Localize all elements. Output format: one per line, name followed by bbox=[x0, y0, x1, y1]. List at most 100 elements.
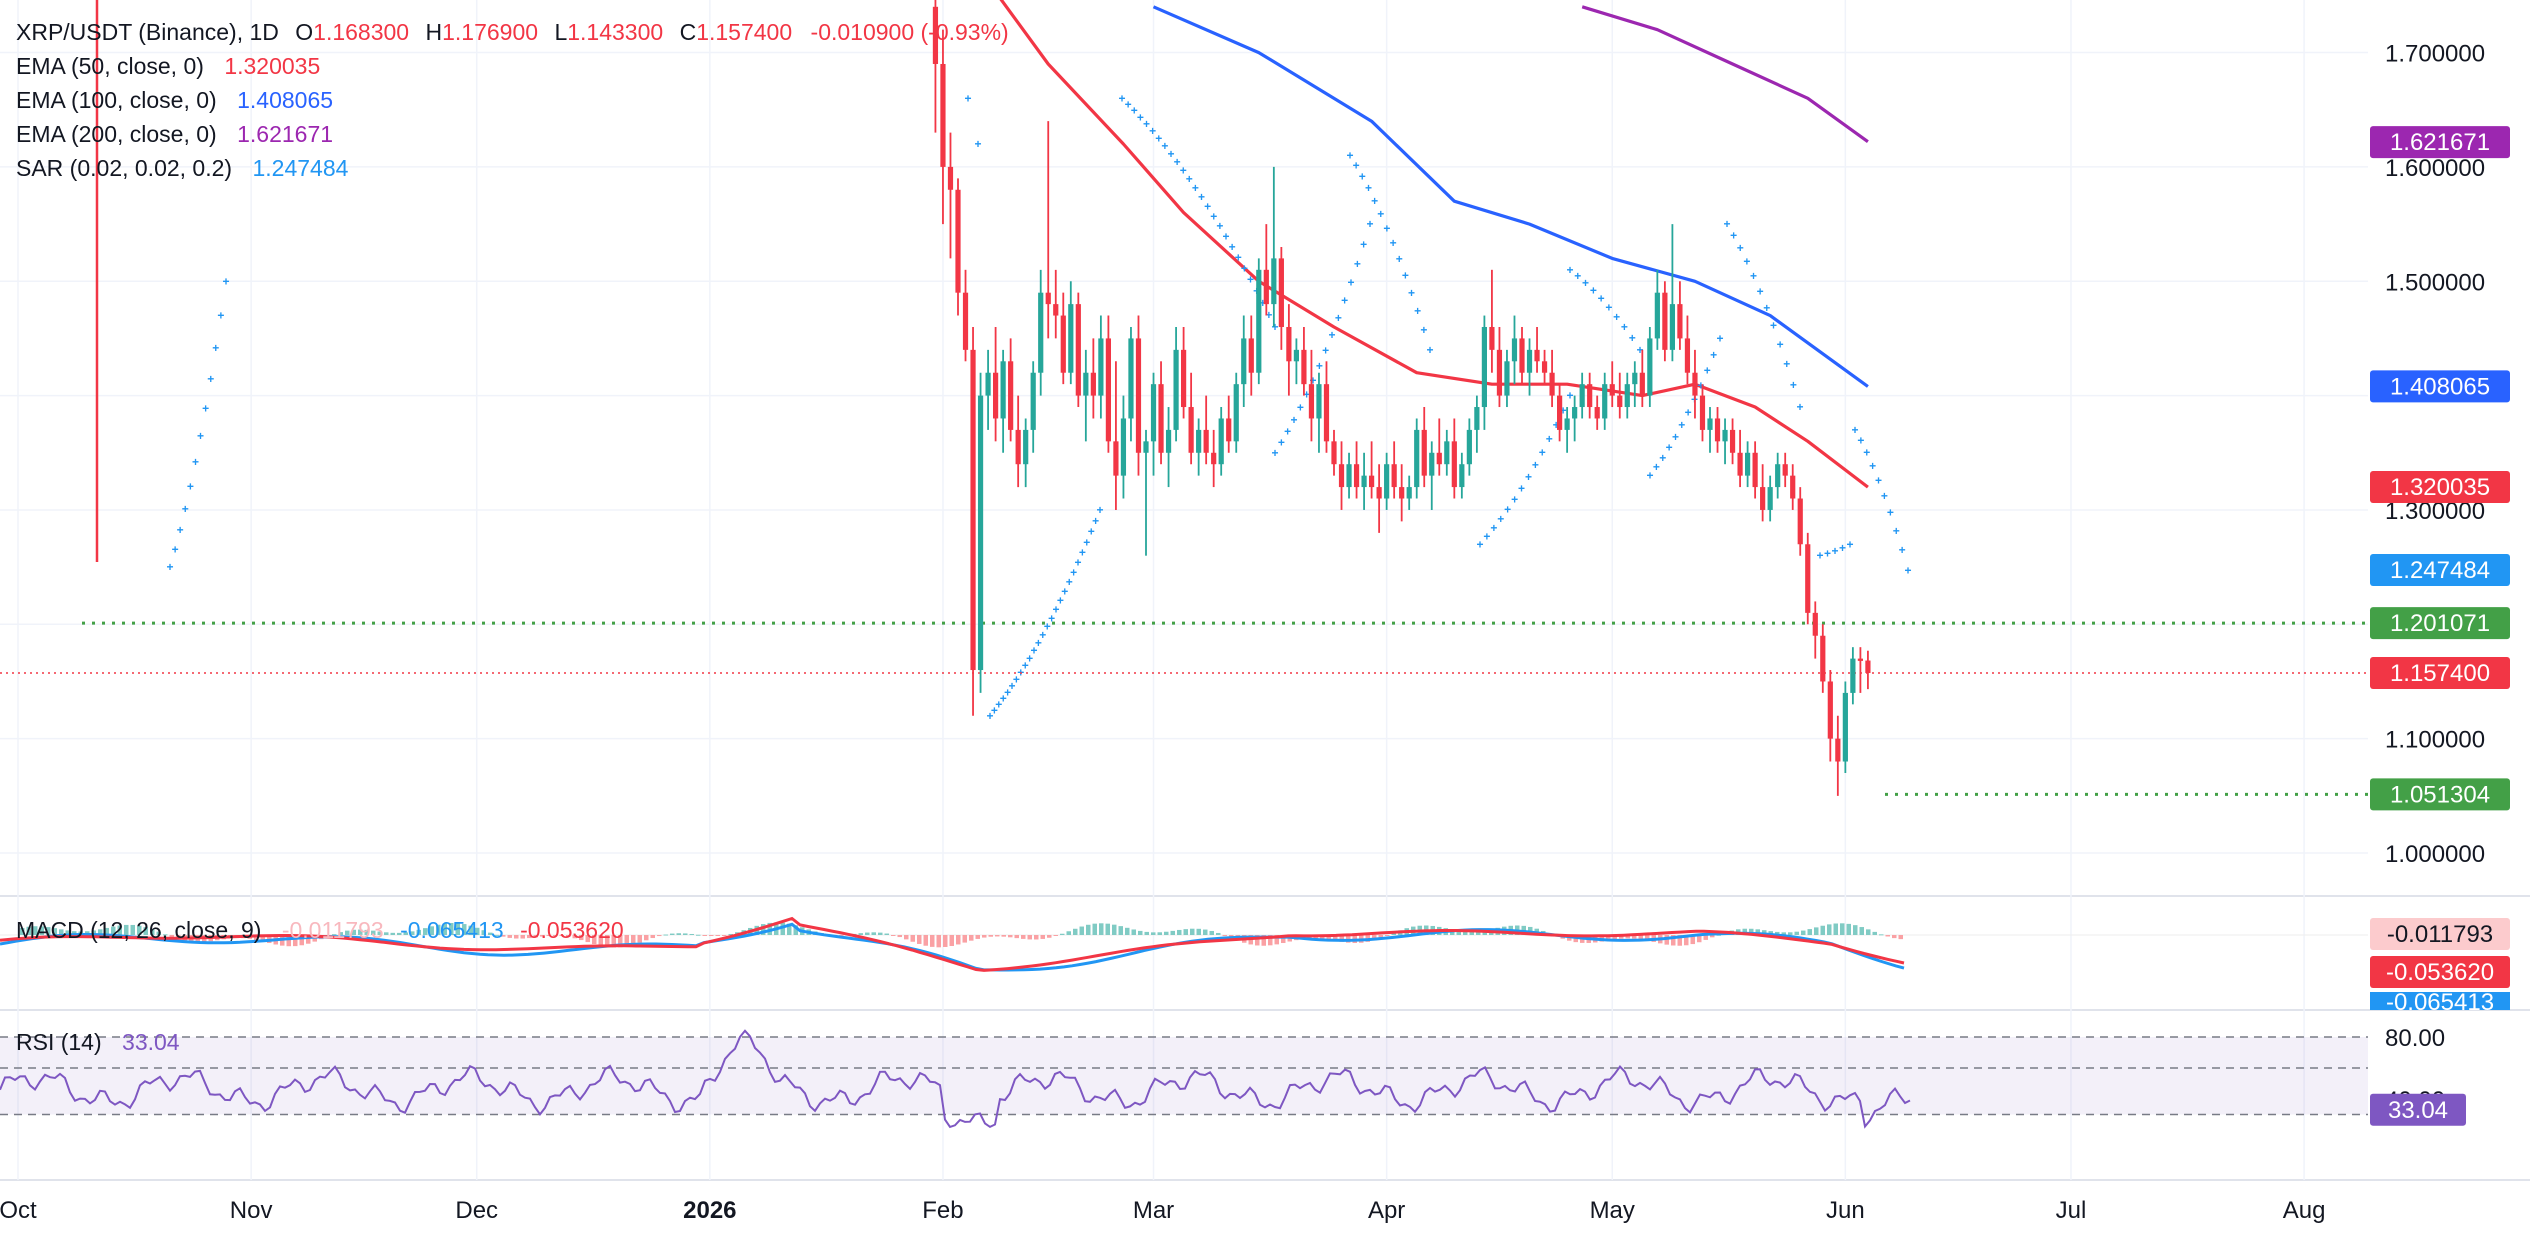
signal-legend-value: -0.053620 bbox=[520, 917, 624, 943]
macd-hist-bar bbox=[1385, 935, 1390, 936]
macd-hist-bar bbox=[130, 924, 135, 935]
macd-value-badge: -0.065413 bbox=[2386, 989, 2494, 1016]
macd-hist-bar bbox=[306, 935, 311, 944]
high-value: 1.176900 bbox=[442, 19, 538, 45]
macd-hist-bar bbox=[1014, 935, 1019, 939]
candle-body bbox=[1760, 487, 1766, 510]
sar-dot: + bbox=[1216, 219, 1223, 233]
macd-hist-bar bbox=[403, 932, 408, 935]
sar-dot: + bbox=[1904, 564, 1911, 578]
macd-hist-bar bbox=[1476, 931, 1481, 935]
sar-dot: + bbox=[1008, 679, 1015, 693]
grid bbox=[0, 0, 2530, 1181]
macd-hist-bar bbox=[65, 930, 70, 935]
sar-dot: + bbox=[1167, 147, 1174, 161]
macd-hist-bar bbox=[1099, 923, 1104, 935]
candle-body bbox=[962, 292, 969, 350]
macd-hist-bar bbox=[572, 935, 577, 939]
last-price-badge-bg bbox=[2370, 657, 2510, 690]
macd-hist-bar bbox=[1151, 932, 1156, 935]
candle-body bbox=[1639, 372, 1645, 396]
candle-body bbox=[1444, 441, 1450, 465]
macd-legend[interactable]: MACD (12, 26, close, 9) -0.011793 -0.065… bbox=[16, 917, 624, 943]
macd-hist-bar bbox=[871, 932, 876, 935]
sar-dot: + bbox=[1210, 209, 1217, 223]
sar-dot: + bbox=[1335, 311, 1342, 325]
time-label: Apr bbox=[1368, 1197, 1405, 1224]
macd-pane: -0.011793 -0.053620 -0.065413 bbox=[0, 916, 2510, 1016]
macd-hist-bar bbox=[943, 935, 948, 947]
price-tick-label: 1.000000 bbox=[2385, 841, 2485, 868]
sar-dot: + bbox=[1204, 200, 1211, 214]
candle-body bbox=[1030, 372, 1036, 430]
rsi-legend[interactable]: RSI (14) 33.04 bbox=[16, 1029, 180, 1055]
candle-body bbox=[1241, 338, 1247, 385]
macd-hist-bar bbox=[1775, 931, 1780, 935]
candle-body bbox=[1790, 475, 1796, 499]
candle-body bbox=[1173, 349, 1179, 430]
legend-sar[interactable]: SAR (0.02, 0.02, 0.2) 1.247484 bbox=[16, 155, 349, 181]
candle-body bbox=[1414, 429, 1420, 488]
macd-hist-bar bbox=[1391, 932, 1396, 935]
candle-body bbox=[1722, 429, 1728, 442]
macd-hist-bar bbox=[787, 923, 792, 935]
candle-body bbox=[1098, 338, 1104, 396]
macd-hist-bar bbox=[1073, 928, 1078, 935]
macd-hist-bar bbox=[1008, 935, 1013, 938]
macd-hist-bar bbox=[1027, 935, 1032, 940]
sar-dot: + bbox=[1539, 445, 1546, 459]
candle-body bbox=[1489, 326, 1495, 350]
macd-hist-bar bbox=[1840, 923, 1845, 935]
candle-body bbox=[1835, 738, 1841, 762]
sar-dot: + bbox=[1574, 269, 1581, 283]
candle-body bbox=[1842, 692, 1848, 762]
macd-hist-bar bbox=[416, 929, 421, 935]
rsi-band bbox=[0, 1037, 2368, 1115]
candle-body bbox=[1827, 681, 1833, 739]
sar-dot: + bbox=[1402, 269, 1409, 283]
macd-hist-bar bbox=[982, 935, 987, 938]
candle-body bbox=[1812, 612, 1818, 636]
chart-legend: XRP/USDT (Binance), 1D O1.168300 H1.1769… bbox=[16, 19, 1009, 1055]
candle-body bbox=[1361, 475, 1367, 488]
macd-hist-bar bbox=[1190, 928, 1195, 935]
macd-hist-bar bbox=[637, 935, 642, 943]
sar-dot: + bbox=[1777, 337, 1784, 351]
candle-body bbox=[1353, 464, 1360, 488]
legend-ema100[interactable]: EMA (100, close, 0) 1.408065 bbox=[16, 87, 333, 113]
sar-dot: + bbox=[1328, 328, 1335, 342]
macd-hist-bar bbox=[39, 926, 44, 935]
time-label: Nov bbox=[230, 1197, 273, 1224]
candle-body bbox=[1865, 660, 1871, 674]
macd-hist-bar bbox=[475, 927, 480, 935]
sar-dot: + bbox=[1757, 284, 1764, 298]
macd-hist-bar bbox=[793, 925, 798, 935]
macd-hist-bar bbox=[1164, 931, 1169, 935]
macd-hist-bar bbox=[293, 935, 298, 947]
legend-ema50[interactable]: EMA (50, close, 0) 1.320035 bbox=[16, 53, 320, 79]
ema50-badge-bg bbox=[2370, 471, 2510, 504]
macd-hist-bar bbox=[507, 935, 512, 938]
sar-dot: + bbox=[1716, 331, 1723, 345]
sar-dot: + bbox=[1346, 148, 1353, 162]
symbol-label: XRP/USDT (Binance), 1D bbox=[16, 19, 279, 45]
candle-body bbox=[1256, 269, 1262, 373]
sar-dot: + bbox=[1118, 91, 1125, 105]
macd-hist-bar bbox=[962, 935, 967, 943]
legend-sar-value: 1.247484 bbox=[252, 155, 348, 181]
macd-hist-bar bbox=[1216, 932, 1221, 935]
sar-dot: + bbox=[1525, 470, 1532, 484]
sar-dot: + bbox=[1247, 273, 1254, 287]
candle-body bbox=[1421, 429, 1427, 476]
ema100-badge: 1.408065 bbox=[2390, 373, 2490, 400]
sar-dot: + bbox=[1013, 673, 1020, 687]
last-price-badge: 1.157400 bbox=[2390, 660, 2490, 687]
legend-ema200[interactable]: EMA (200, close, 0) 1.621671 bbox=[16, 121, 333, 147]
sar-badge: 1.247484 bbox=[2390, 557, 2490, 584]
macd-hist-bar bbox=[689, 933, 694, 935]
candle-body bbox=[1617, 395, 1623, 408]
candle-body bbox=[1729, 429, 1736, 453]
macd-hist-bar bbox=[839, 935, 844, 936]
sar-dot: + bbox=[1149, 124, 1156, 138]
